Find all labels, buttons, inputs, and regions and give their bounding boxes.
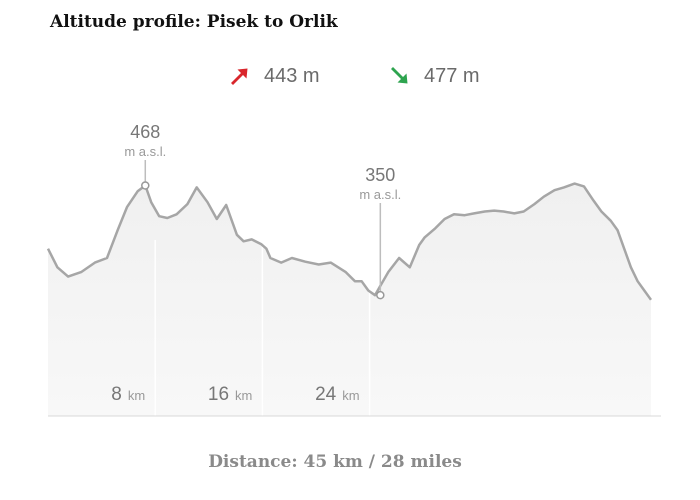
total-descent: 477 m bbox=[388, 64, 480, 88]
x-tick-value: 24 bbox=[315, 384, 337, 405]
x-tick-label: 16 km bbox=[208, 384, 252, 405]
ascent-arrow-icon bbox=[231, 68, 248, 85]
altitude-callout: 350 m a.s.l. bbox=[359, 165, 401, 300]
total-ascent: 443 m bbox=[228, 64, 320, 88]
callout-point bbox=[141, 181, 150, 190]
chart-title: Altitude profile: Pisek to Orlik bbox=[50, 12, 338, 32]
x-tick-label: 24 km bbox=[315, 384, 359, 405]
altitude-chart: 8 km 16 km 24 km 468 m a.s.l. 350 m a.s.l. bbox=[46, 122, 661, 417]
callout-point bbox=[376, 290, 385, 300]
x-tick-value: 16 bbox=[208, 384, 229, 405]
descent-arrow-icon bbox=[391, 67, 408, 84]
x-tick-label: 8 km bbox=[111, 384, 145, 405]
altitude-line bbox=[46, 182, 653, 301]
x-tick-unit: km bbox=[128, 388, 145, 403]
altitude-area bbox=[48, 183, 651, 416]
ascent-value: 443 m bbox=[264, 64, 320, 87]
callout-unit: m a.s.l. bbox=[359, 187, 401, 202]
x-tick-unit: km bbox=[235, 388, 252, 403]
callout-unit: m a.s.l. bbox=[124, 144, 166, 159]
descent-value: 477 m bbox=[424, 64, 480, 87]
distance-summary: Distance: 45 km / 28 miles bbox=[208, 452, 462, 472]
x-tick-unit: km bbox=[342, 388, 359, 403]
callout-value: 468 bbox=[130, 122, 160, 142]
x-tick-value: 8 bbox=[111, 384, 122, 405]
callout-value: 350 bbox=[365, 165, 395, 185]
altitude-callout: 468 m a.s.l. bbox=[124, 122, 166, 190]
